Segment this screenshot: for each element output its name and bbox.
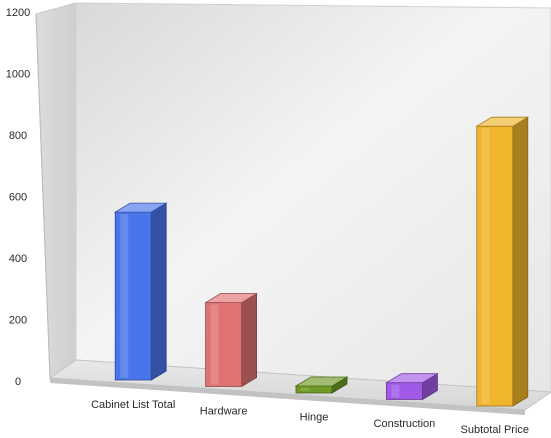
bar <box>113 202 168 381</box>
y-axis-line <box>35 13 51 379</box>
y-tick-label: 0 <box>15 376 21 388</box>
x-tick-label: Hardware <box>200 405 248 417</box>
floor-front-edge <box>50 378 525 415</box>
bar-side <box>512 116 529 407</box>
bar-side <box>241 292 258 388</box>
x-tick-label: Construction <box>374 418 436 430</box>
x-axis: Cabinet List Total Hardware Hinge Construct… <box>91 399 529 436</box>
bar-top <box>204 293 259 303</box>
y-tick-label: 200 <box>9 315 27 327</box>
bars <box>113 116 530 407</box>
bar-highlight <box>120 214 129 378</box>
bar-top <box>113 202 168 213</box>
back-wall <box>75 2 551 393</box>
bar-top <box>384 373 439 384</box>
bar-top <box>294 376 349 387</box>
bar-front <box>205 302 243 387</box>
bar-highlight <box>391 384 400 398</box>
y-tick-label: 1000 <box>6 69 30 81</box>
bar <box>294 376 349 394</box>
bar-highlight <box>210 304 219 385</box>
x-tick-label: Subtotal Price <box>461 424 529 436</box>
plot-walls <box>35 2 551 415</box>
bar-top <box>475 116 530 127</box>
side-wall <box>35 2 77 379</box>
bar <box>204 292 259 388</box>
x-tick-label: Hinge <box>300 412 329 424</box>
y-axis: 0 200 400 600 800 1000 1200 <box>6 7 30 388</box>
y-tick-label: 600 <box>9 192 27 204</box>
bar <box>384 373 439 401</box>
x-tick-label: Cabinet List Total <box>91 399 175 411</box>
bar-highlight <box>301 388 309 391</box>
bar-highlight <box>481 128 490 405</box>
bar-front <box>476 125 514 407</box>
bar <box>475 116 530 407</box>
bar-side <box>150 202 167 381</box>
y-tick-label: 800 <box>9 130 27 142</box>
y-tick-label: 1200 <box>6 7 30 19</box>
y-tick-label: 400 <box>9 253 27 265</box>
